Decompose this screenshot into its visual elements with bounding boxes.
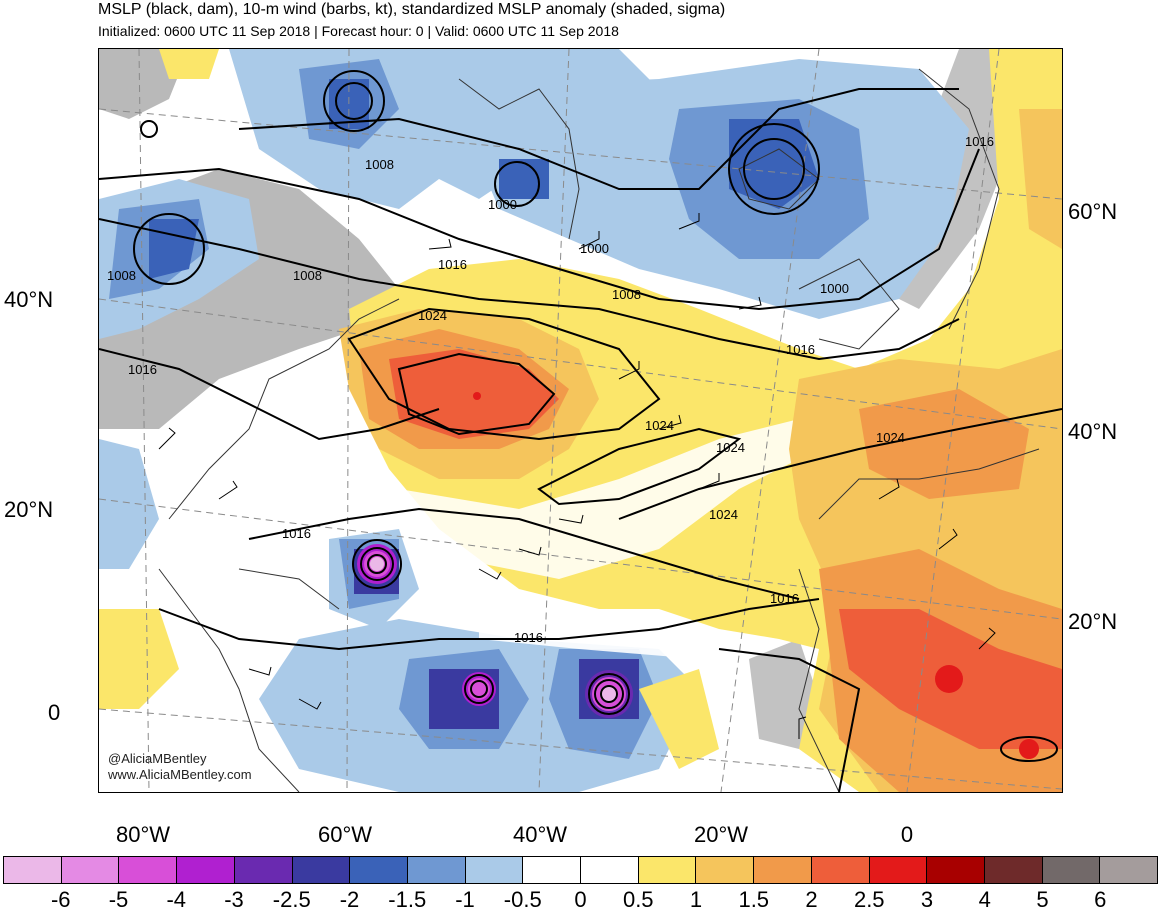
isobar-label: 1000 [488,197,517,212]
isobar-label: 1016 [128,362,157,377]
colorbar-swatch [811,857,870,883]
colorbar-swatch [177,857,235,883]
isobar-label: 1024 [876,430,905,445]
plot-title: MSLP (black, dam), 10-m wind (barbs, kt)… [98,1,726,18]
colorbar-tick-label: 2.5 [853,887,885,912]
colorbar-swatch [1042,857,1101,883]
colorbar-swatch [407,857,466,883]
colorbar-tick-label: -6 [50,887,71,912]
lat-label-right-40n: 40°N [1068,419,1118,444]
lon-label-60w: 60°W [317,822,373,847]
colorbar-swatch [61,857,120,883]
isobar-label: 1016 [438,257,467,272]
colorbar-swatch [638,857,697,883]
colorbar-swatch [696,857,755,883]
colorbar-tick-label: 1 [689,887,703,912]
colorbar-tick-label: -1.5 [388,887,427,912]
colorbar-swatch [119,857,178,883]
isobar-label: 1016 [770,591,799,606]
map-panel [98,48,1063,793]
lon-label-20w: 20°W [693,822,749,847]
dark-blue-shading [149,79,819,729]
lat-label-right-20n: 20°N [1068,609,1118,634]
isobar-label: 1008 [365,157,394,172]
colorbar-swatch [869,857,928,883]
credit-site: www.AliciaMBentley.com [108,767,252,782]
colorbar-swatch [4,857,62,883]
isobar-label: 1008 [107,268,136,283]
lat-label-left-0: 0 [48,700,61,725]
isobar-label: 1016 [514,630,543,645]
isobar-label: 1024 [709,507,738,522]
colorbar-swatch [581,857,639,883]
colorbar-swatch [292,857,351,883]
colorbar-tick-label: 4 [978,887,991,912]
colorbar-swatch [1100,857,1158,883]
isobar-label: 1000 [580,241,609,256]
lat-label-left-20n: 20°N [4,497,54,522]
lat-label-left-40n: 40°N [4,287,54,312]
colorbar-swatch [984,857,1043,883]
isobar-label: 1008 [293,268,322,283]
colorbar-tick-label: 0.5 [622,887,654,912]
lon-label-40w: 40°W [512,822,568,847]
anomaly-map [99,49,1062,792]
lon-label-0: 0 [900,822,914,847]
isobar-label: 1016 [965,134,994,149]
isobars [99,70,1062,792]
isobar-label: 1008 [612,287,641,302]
colorbar-tick-label: -0.5 [503,887,542,912]
colorbar-swatch [927,857,985,883]
isobar-label: 1016 [786,342,815,357]
lon-label-80w: 80°W [115,822,171,847]
colorbar-tick-label: -4 [166,887,187,912]
colorbar-tick-label: 2 [805,887,818,912]
colorbar-tick-label: 0 [574,887,587,912]
colorbar-tick-label: -2.5 [272,887,311,912]
graticule [99,49,1062,792]
colorbar-swatch [465,857,524,883]
colorbar-tick-label: 1.5 [738,887,770,912]
colorbar-tick-label: 3 [920,887,934,912]
colorbar-tick-label: -3 [224,887,244,912]
lat-label-right-60n: 60°N [1068,199,1118,224]
isobar-label: 1024 [645,418,674,433]
colorbar-swatch [523,857,582,883]
colorbar-tick-label: -5 [108,887,129,912]
plot-subtitle: Initialized: 0600 UTC 11 Sep 2018 | Fore… [98,23,619,39]
isobar-label: 1016 [282,526,311,541]
colorbar-swatch [234,857,293,883]
colorbar-tick-label: 6 [1094,887,1107,912]
colorbar-tick-label: -1 [455,887,475,912]
credit-handle: @AliciaMBentley [108,751,207,766]
wind-barbs [158,213,996,739]
colorbar [3,856,1158,884]
coastlines [158,68,1040,792]
colorbar-swatch [350,857,408,883]
red-anomaly-shading [389,349,1062,759]
isobar-label: 1024 [418,308,447,323]
colorbar-tick-label: 5 [1036,887,1049,912]
isobar-label: 1000 [820,281,849,296]
colorbar-swatch [754,857,812,883]
isobar-label: 1024 [716,440,745,455]
colorbar-tick-label: -2 [339,887,360,912]
